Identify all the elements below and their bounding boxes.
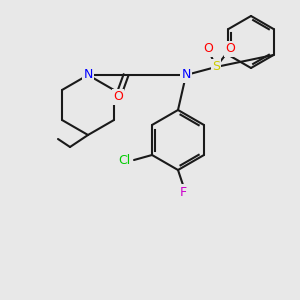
Text: N: N <box>181 68 191 82</box>
Text: S: S <box>212 61 220 74</box>
Text: N: N <box>83 68 93 82</box>
Text: F: F <box>179 185 187 199</box>
Text: O: O <box>113 91 123 103</box>
Text: Cl: Cl <box>118 154 130 166</box>
Text: O: O <box>203 43 213 56</box>
Text: O: O <box>225 43 235 56</box>
